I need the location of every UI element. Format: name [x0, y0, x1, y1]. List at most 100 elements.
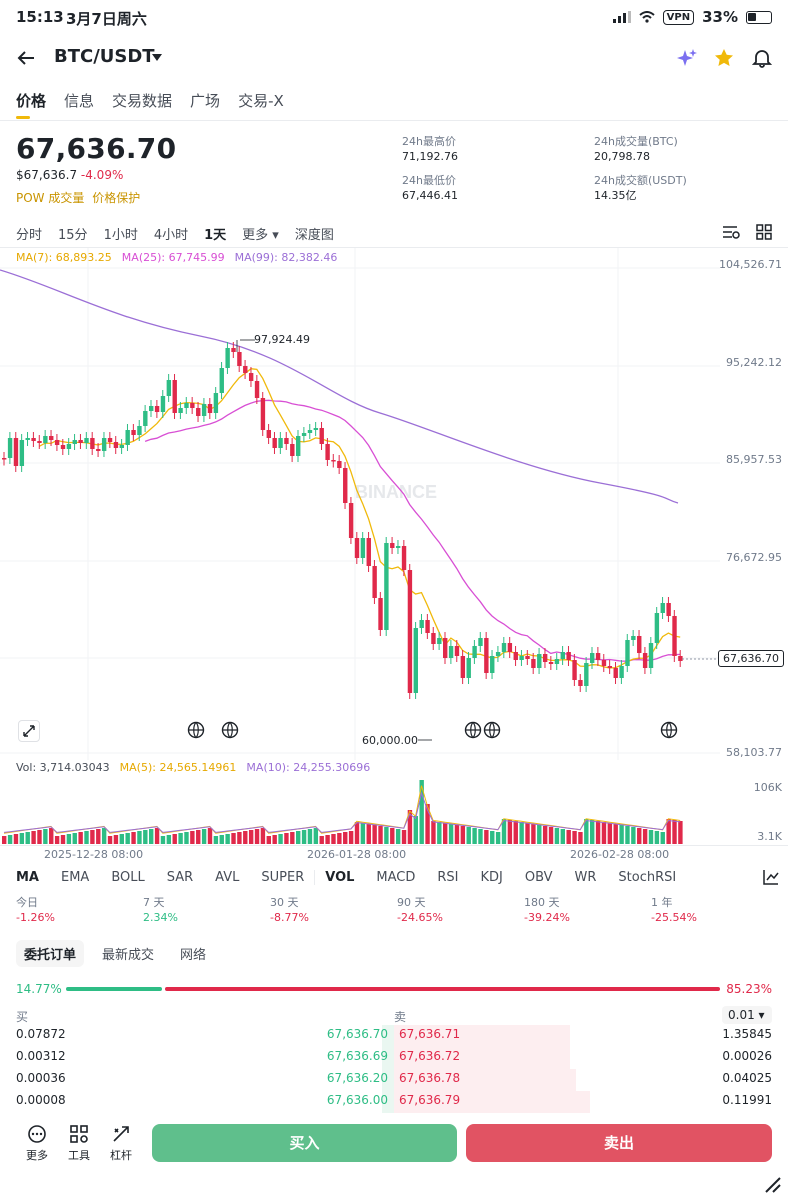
indicator-ema[interactable]: EMA: [61, 870, 90, 885]
volume-bar: [548, 827, 554, 844]
candle-body: [254, 381, 260, 398]
indicator-rsi[interactable]: RSI: [437, 870, 459, 885]
perf-30d: 30 天 -8.77%: [270, 895, 309, 925]
volume-bar: [7, 835, 13, 844]
stat-vol-usdt-label: 24h成交额(USDT): [594, 174, 687, 187]
bell-icon[interactable]: [752, 48, 772, 68]
resize-handle-icon: [765, 1177, 781, 1193]
volume-bar: [437, 822, 442, 844]
bottom-bar: 更多 工具 杠杆 买入 卖出: [0, 1124, 788, 1164]
candle-body: [560, 652, 565, 659]
orderbook-row[interactable]: 0.00312 67,636.69 67,636.72 0.00026: [0, 1047, 788, 1069]
interval-1h[interactable]: 1小时: [103, 228, 138, 243]
candle-body: [595, 653, 601, 660]
more-button[interactable]: 更多: [20, 1124, 54, 1163]
indicator-stochrsi[interactable]: StochRSI: [618, 870, 677, 885]
candle-body: [337, 461, 342, 468]
indicator-sar[interactable]: SAR: [166, 870, 194, 885]
orderbook-row[interactable]: 0.00008 67,636.00 67,636.79 0.11991: [0, 1091, 788, 1113]
tab-square[interactable]: 广场: [190, 92, 221, 110]
chevron-down-icon[interactable]: [152, 54, 162, 62]
tab-latest-trades[interactable]: 最新成交: [102, 948, 155, 963]
chart-settings-icon[interactable]: [722, 224, 740, 240]
volume-bar: [501, 819, 507, 844]
candle-body: [90, 438, 95, 449]
interval-4h[interactable]: 4小时: [153, 228, 189, 243]
interval-more[interactable]: 更多 ▾: [242, 228, 279, 243]
candle-body: [401, 546, 407, 570]
grid-layout-icon[interactable]: [756, 224, 772, 240]
tag-pow[interactable]: POW: [16, 191, 45, 205]
indicator-avl[interactable]: AVL: [215, 870, 240, 885]
indicator-settings-icon[interactable]: [762, 868, 780, 886]
event-globe-icon[interactable]: [463, 720, 483, 740]
volume-bar: [407, 810, 413, 844]
candle-body: [625, 640, 630, 666]
event-globe-icon[interactable]: [186, 720, 206, 740]
candle-body: [78, 440, 83, 443]
indicator-super[interactable]: SUPER: [261, 870, 305, 885]
candle-body: [578, 680, 583, 686]
indicator-ma[interactable]: MA: [16, 870, 39, 885]
tab-trade-data[interactable]: 交易数据: [112, 92, 173, 110]
price-axis-6: 58,103.77: [726, 746, 782, 759]
candle-body: [360, 538, 366, 558]
volume-bar: [354, 822, 360, 844]
candle-body: [607, 666, 613, 668]
pair-title[interactable]: BTC/USDT: [54, 46, 155, 67]
indicator-wr[interactable]: WR: [574, 870, 597, 885]
candlestick-chart[interactable]: BINANCE 97,924.49 60,000.00: [0, 248, 788, 760]
candle-body: [213, 393, 219, 413]
tools-button[interactable]: 工具: [62, 1124, 96, 1163]
interval-15m[interactable]: 15分: [58, 228, 88, 243]
tab-price[interactable]: 价格: [16, 90, 46, 119]
indicator-boll[interactable]: BOLL: [111, 870, 145, 885]
candle-body: [307, 430, 313, 433]
tab-trade-x[interactable]: 交易-X: [238, 92, 284, 110]
back-arrow-icon[interactable]: [16, 48, 36, 68]
ask-qty: 0.00026: [722, 1049, 772, 1063]
wifi-icon: [639, 11, 655, 23]
candle-body: [525, 656, 530, 659]
tag-volume[interactable]: 成交量: [48, 191, 85, 205]
indicator-obv[interactable]: OBV: [524, 870, 553, 885]
more-dots-icon: [28, 1125, 46, 1143]
volume-bar: [637, 828, 642, 844]
volume-bar: [296, 831, 301, 844]
candle-body: [119, 445, 124, 448]
tag-row: POW 成交量 价格保护: [16, 189, 140, 206]
battery-percent: 33%: [702, 8, 738, 26]
orderbook-row[interactable]: 0.00036 67,636.20 67,636.78 0.04025: [0, 1069, 788, 1091]
event-globe-icon[interactable]: [482, 720, 502, 740]
tab-network[interactable]: 网络: [180, 948, 207, 963]
interval-time[interactable]: 分时: [16, 228, 43, 243]
stat-low-label: 24h最低价: [402, 174, 456, 187]
depth-chart-tab[interactable]: 深度图: [294, 228, 334, 243]
tab-order-book[interactable]: 委托订单: [16, 940, 85, 967]
leverage-button[interactable]: 杠杆: [104, 1124, 138, 1163]
volume-bar: [125, 833, 130, 844]
candle-body: [348, 503, 354, 538]
indicator-macd[interactable]: MACD: [376, 870, 416, 885]
star-icon[interactable]: [714, 48, 734, 68]
candle-body: [49, 436, 54, 440]
fullscreen-button[interactable]: [18, 720, 40, 742]
tab-info[interactable]: 信息: [64, 92, 95, 110]
ai-sparkle-icon[interactable]: [676, 48, 698, 70]
event-globe-icon[interactable]: [220, 720, 240, 740]
buy-column-label: 买: [16, 1010, 29, 1024]
indicator-vol[interactable]: VOL: [314, 870, 354, 885]
indicator-kdj[interactable]: KDJ: [480, 870, 503, 885]
volume-bar: [54, 836, 60, 844]
volume-bar: [460, 826, 466, 844]
event-globe-icon[interactable]: [659, 720, 679, 740]
chart-top-divider: [0, 247, 788, 248]
precision-select[interactable]: 0.01 ▾: [722, 1006, 772, 1024]
orderbook-row[interactable]: 0.07872 67,636.70 67,636.71 1.35845: [0, 1025, 788, 1047]
tag-price-protect[interactable]: 价格保护: [92, 191, 141, 205]
volume-bar: [619, 825, 624, 844]
interval-1d[interactable]: 1天: [204, 228, 227, 243]
sell-button[interactable]: 卖出: [466, 1124, 772, 1162]
buy-button[interactable]: 买入: [152, 1124, 457, 1162]
last-price-tag: 67,636.70: [718, 650, 784, 667]
